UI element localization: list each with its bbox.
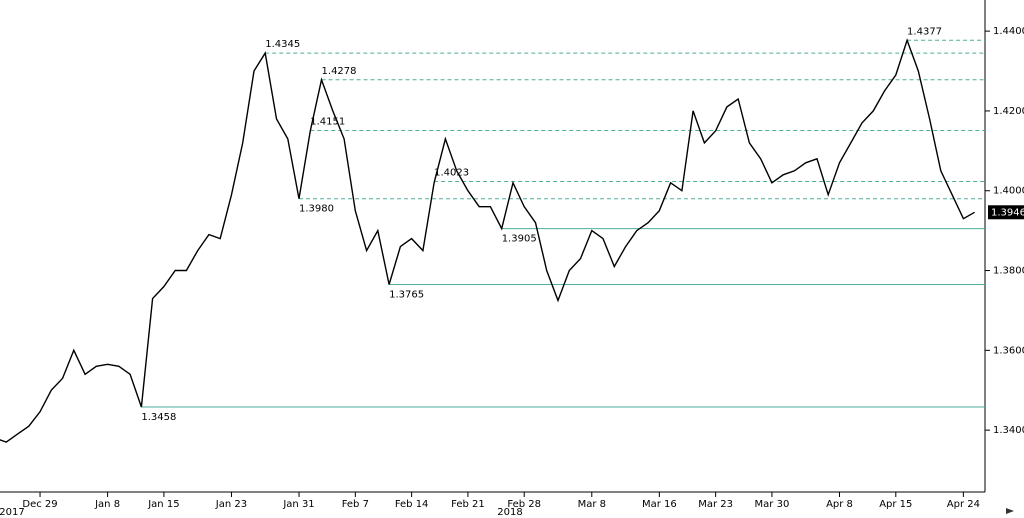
y-tick-label: 1.4400 bbox=[993, 26, 1024, 37]
x-tick-label: Feb 14 bbox=[395, 499, 429, 510]
year-label: 2017 bbox=[0, 507, 25, 518]
x-tick-label: Mar 23 bbox=[698, 499, 733, 510]
x-tick-label: Apr 15 bbox=[879, 499, 912, 510]
x-tick-label: Jan 31 bbox=[282, 499, 314, 510]
y-tick-label: 1.4000 bbox=[993, 186, 1024, 197]
level-label: 1.3905 bbox=[502, 234, 537, 245]
level-label: 1.3765 bbox=[389, 290, 424, 301]
last-label: 1.3946 bbox=[991, 207, 1024, 218]
x-tick-label: Mar 8 bbox=[578, 499, 606, 510]
last-label-box bbox=[988, 205, 1024, 220]
x-tick-label: Apr 24 bbox=[947, 499, 980, 510]
level-label: 1.4345 bbox=[265, 39, 300, 50]
year-label: 2018 bbox=[497, 507, 522, 518]
scroll-arrow bbox=[1006, 508, 1014, 514]
x-tick-label: Mar 30 bbox=[755, 499, 790, 510]
level-label: 1.4278 bbox=[322, 66, 357, 77]
level-label: 1.4023 bbox=[434, 168, 469, 179]
y-tick-label: 1.3600 bbox=[993, 345, 1024, 356]
level-label: 1.4151 bbox=[310, 116, 345, 127]
y-tick-label: 1.3800 bbox=[993, 266, 1024, 277]
x-tick-label: Jan 8 bbox=[94, 499, 120, 510]
x-tick-label: Dec 29 bbox=[22, 499, 57, 510]
level-label: 1.3980 bbox=[299, 204, 334, 215]
x-tick-label: Jan 15 bbox=[147, 499, 179, 510]
x-tick-label: Apr 8 bbox=[826, 499, 853, 510]
x-tick-label: Mar 16 bbox=[642, 499, 677, 510]
x-tick-label: Feb 7 bbox=[342, 499, 369, 510]
x-tick-label: Jan 23 bbox=[215, 499, 247, 510]
x-tick-label: Feb 28 bbox=[507, 499, 541, 510]
y-tick-label: 1.3400 bbox=[993, 425, 1024, 436]
level-label: 1.4377 bbox=[907, 26, 942, 37]
price-line bbox=[0, 38, 975, 443]
y-tick-label: 1.4200 bbox=[993, 106, 1024, 117]
x-tick-label: Feb 21 bbox=[451, 499, 485, 510]
level-label: 1.3458 bbox=[141, 412, 176, 423]
